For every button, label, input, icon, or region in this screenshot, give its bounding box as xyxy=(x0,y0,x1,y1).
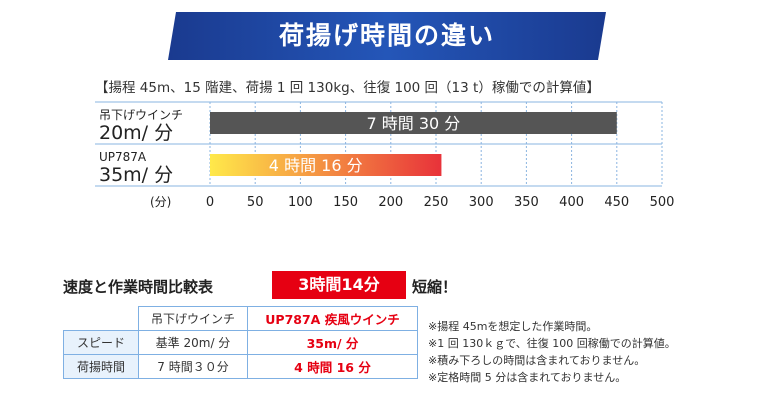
time-saved-suffix: 短縮！ xyxy=(412,278,458,296)
time-saved-badge: 3時間14分 xyxy=(272,271,406,299)
table-row-header: 荷揚時間 xyxy=(63,354,139,379)
table-cell: 4 時間 16 分 xyxy=(247,354,418,379)
x-tick-label: 200 xyxy=(378,195,403,210)
x-tick-label: 150 xyxy=(333,195,358,210)
x-tick-label: 500 xyxy=(650,195,675,210)
table-cell xyxy=(63,306,139,331)
category-label: UP787A xyxy=(99,150,147,164)
bar xyxy=(210,154,442,176)
x-tick-label: 300 xyxy=(469,195,494,210)
table-cell: 7 時間３０分 xyxy=(138,354,248,379)
x-tick-label: 100 xyxy=(288,195,313,210)
x-tick-label: 400 xyxy=(559,195,584,210)
table-row: 荷揚時間 7 時間３０分 4 時間 16 分 xyxy=(63,354,418,379)
comparison-table: 吊下げウインチ UP787A 疾風ウインチ スピード 基準 20m/ 分 35m… xyxy=(63,306,418,379)
footnote: ※定格時間 5 分は含まれておりません。 xyxy=(428,371,627,384)
banner-background xyxy=(168,12,606,60)
page-title: 荷揚げ時間の違い xyxy=(278,21,495,50)
x-tick-label: 50 xyxy=(247,195,264,210)
bar xyxy=(210,112,617,134)
title-banner: 荷揚げ時間の違い xyxy=(168,12,606,60)
footnotes: ※揚程 45mを想定した作業時間。 ※1 回 130ｋｇで、往復 100 回稼働… xyxy=(428,318,676,386)
bar-data-label: 4 時間 16 分 xyxy=(269,156,363,175)
table-row: 吊下げウインチ UP787A 疾風ウインチ xyxy=(63,306,418,331)
x-tick-label: 0 xyxy=(206,195,214,210)
footnote: ※揚程 45mを想定した作業時間。 xyxy=(428,320,598,333)
table-header-cell: UP787A 疾風ウインチ xyxy=(247,306,418,331)
calculation-conditions: 【揚程 45m、15 階建、荷揚 1 回 130kg、往復 100 回（13 t… xyxy=(95,80,600,96)
x-tick-label: 450 xyxy=(604,195,629,210)
category-speed-label: 20m/ 分 xyxy=(99,122,173,144)
x-axis-unit: (分) xyxy=(150,195,171,209)
table-header-cell: 吊下げウインチ xyxy=(138,306,248,331)
x-tick-label: 350 xyxy=(514,195,539,210)
table-row: スピード 基準 20m/ 分 35m/ 分 xyxy=(63,330,418,355)
footnote: ※1 回 130ｋｇで、往復 100 回稼働での計算値。 xyxy=(428,337,676,350)
table-cell: 基準 20m/ 分 xyxy=(138,330,248,355)
table-row-header: スピード xyxy=(63,330,139,355)
bar-data-label: 7 時間 30 分 xyxy=(366,114,460,133)
category-speed-label: 35m/ 分 xyxy=(99,164,173,186)
x-tick-label: 250 xyxy=(424,195,449,210)
footnote: ※積み下ろしの時間は含まれておりません。 xyxy=(428,354,646,367)
table-cell: 35m/ 分 xyxy=(247,330,418,355)
category-label: 吊下げウインチ xyxy=(99,108,183,122)
time-bar-chart: 0 50 100 150 200 250 300 350 400 450 500 (分) 吊下げウインチ… xyxy=(95,101,675,210)
comparison-title: 速度と作業時間比較表 xyxy=(63,278,214,296)
